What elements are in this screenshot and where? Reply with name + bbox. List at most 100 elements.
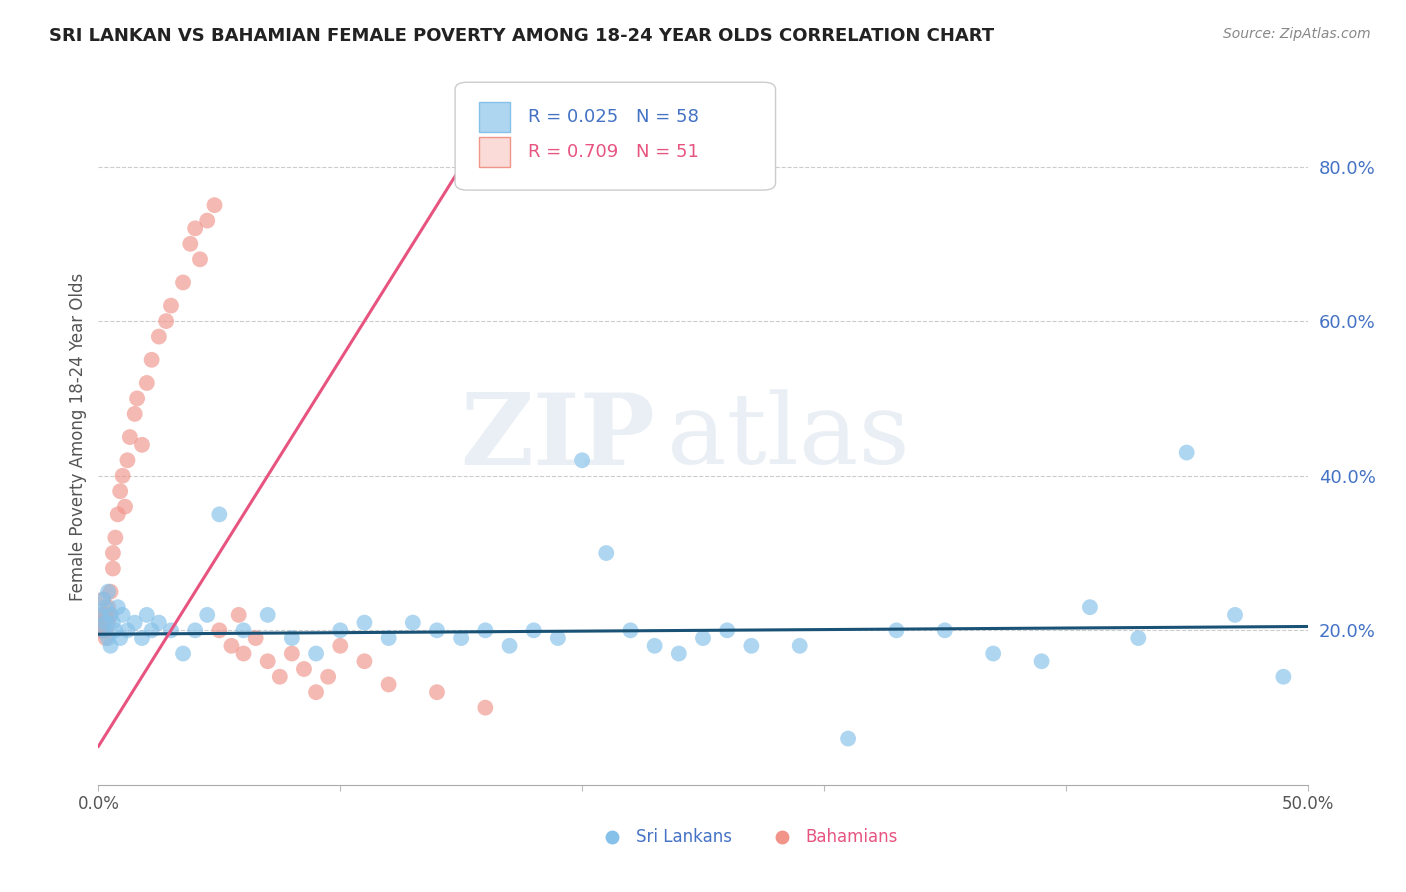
Point (377, 631, 399, 645)
Point (1031, 654, 1053, 668)
Point (172, 647, 194, 661)
Text: ZIP: ZIP (460, 389, 655, 485)
Point (740, 639, 762, 653)
Point (232, 647, 254, 661)
Point (281, 631, 304, 645)
Point (91, 624, 114, 638)
Point (111, 607, 134, 622)
Point (208, 624, 231, 638)
Point (221, 639, 243, 653)
Point (94, 600, 117, 615)
Point (1128, 631, 1150, 645)
Point (100, 584, 122, 599)
Point (100, 639, 122, 653)
Point (127, 392, 149, 406)
Point (91, 615, 114, 630)
Point (402, 615, 425, 630)
Point (160, 624, 183, 638)
Point (256, 607, 278, 622)
Point (195, 213, 218, 227)
Point (101, 546, 124, 560)
Point (90, 607, 112, 622)
Point (141, 624, 163, 638)
Point (450, 631, 472, 645)
Text: SRI LANKAN VS BAHAMIAN FEMALE POVERTY AMONG 18-24 YEAR OLDS CORRELATION CHART: SRI LANKAN VS BAHAMIAN FEMALE POVERTY AM… (49, 27, 994, 45)
Point (104, 624, 127, 638)
Point (523, 624, 546, 638)
Point (305, 647, 328, 661)
Point (172, 276, 194, 290)
Point (97, 600, 120, 615)
Point (1078, 600, 1101, 615)
Point (101, 615, 124, 630)
Point (91, 592, 114, 607)
Point (292, 662, 315, 676)
Point (232, 624, 254, 638)
Point (571, 453, 593, 467)
Point (474, 700, 496, 714)
Text: R = 0.025: R = 0.025 (527, 108, 617, 126)
Point (245, 631, 267, 645)
Y-axis label: Female Poverty Among 18-24 Year Olds: Female Poverty Among 18-24 Year Olds (69, 273, 87, 601)
Point (498, 639, 520, 653)
Point (90, 624, 112, 638)
Point (426, 685, 449, 699)
Point (124, 615, 146, 630)
Point (100, 607, 122, 622)
Point (97, 631, 120, 645)
Point (184, 624, 207, 638)
Point (595, 546, 617, 560)
Point (195, 607, 218, 622)
Point (837, 731, 859, 746)
Point (692, 631, 714, 645)
Text: R = 0.709: R = 0.709 (527, 143, 617, 161)
Point (94, 607, 117, 622)
Point (474, 624, 496, 638)
Point (426, 624, 449, 638)
Point (1272, 670, 1295, 684)
Point (94, 624, 117, 638)
Point (184, 221, 207, 235)
Point (934, 624, 956, 638)
Point (117, 624, 139, 638)
Point (981, 647, 1004, 661)
Point (256, 654, 278, 668)
Point (329, 639, 352, 653)
Point (1223, 607, 1246, 622)
Point (148, 329, 170, 343)
Point (118, 430, 141, 444)
Point (107, 600, 129, 615)
Point (547, 631, 569, 645)
Point (131, 438, 153, 452)
Point (104, 531, 127, 545)
Point (188, 252, 211, 267)
Point (131, 631, 153, 645)
Point (204, 198, 226, 212)
Point (353, 615, 375, 630)
Point (619, 624, 641, 638)
Point (316, 670, 339, 684)
Point (179, 236, 201, 251)
Point (269, 670, 291, 684)
Point (111, 468, 134, 483)
Point (135, 607, 157, 622)
Point (100, 607, 122, 622)
Point (155, 314, 177, 328)
Text: Sri Lankans: Sri Lankans (637, 828, 733, 847)
Point (789, 639, 811, 653)
Point (117, 453, 139, 467)
Text: N = 51: N = 51 (637, 143, 699, 161)
Point (353, 654, 375, 668)
Point (377, 677, 399, 691)
Point (1175, 445, 1198, 459)
Point (90, 607, 112, 622)
Point (91, 624, 114, 638)
Point (94, 615, 117, 630)
Point (124, 407, 146, 421)
Point (94, 631, 117, 645)
Point (644, 639, 666, 653)
Point (281, 647, 304, 661)
Point (97, 615, 120, 630)
Point (97, 584, 120, 599)
Point (668, 647, 690, 661)
